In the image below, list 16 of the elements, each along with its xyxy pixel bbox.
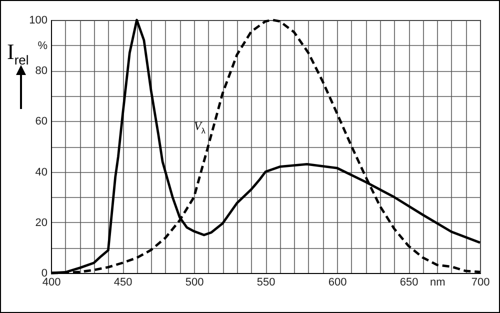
x-tick-label: 500 bbox=[185, 276, 204, 288]
x-tick-label: 700 bbox=[471, 276, 490, 288]
x-tick-label: 400 bbox=[42, 276, 61, 288]
y-tick-label: 80 bbox=[35, 65, 48, 78]
x-tick-label: 600 bbox=[328, 276, 347, 288]
x-tick-label: 450 bbox=[114, 276, 132, 288]
y-axis-title: I$_{rel}$ bbox=[7, 39, 29, 68]
y-tick-label: 60 bbox=[35, 116, 48, 128]
y-tick-label: 20 bbox=[35, 216, 48, 229]
x-tick-label: 550 bbox=[256, 276, 276, 288]
y-tick-label: % bbox=[38, 40, 48, 52]
annotation: V$_{λ}$ bbox=[194, 119, 206, 136]
y-tick-label: 40 bbox=[35, 166, 48, 178]
x-tick-label: nm bbox=[430, 276, 446, 288]
x-tick-label: 650 bbox=[400, 276, 418, 288]
y-tick-label: 100 bbox=[29, 14, 48, 26]
